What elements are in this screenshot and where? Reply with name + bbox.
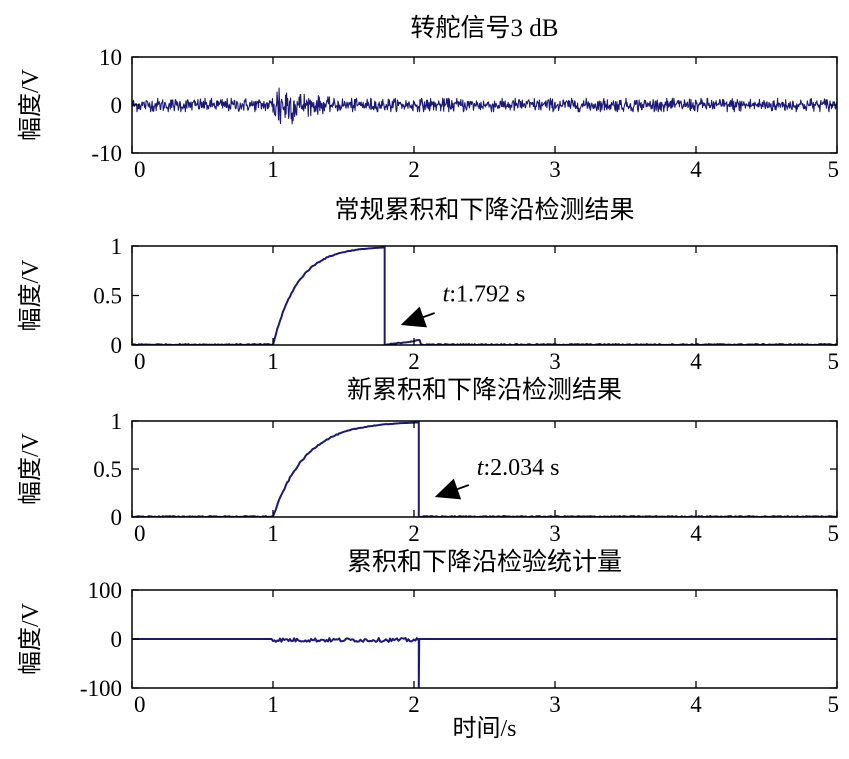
x-tick-label: 0 [134, 157, 146, 182]
x-tick-label: 3 [549, 521, 561, 546]
x-axis-label: 时间/s [452, 715, 516, 742]
x-tick-label: 1 [267, 692, 279, 717]
y-tick-label: 0 [111, 333, 123, 358]
x-tick-label: 2 [408, 349, 420, 374]
y-tick-label: 0 [111, 93, 123, 118]
annotation-label: t:2.034 s [477, 455, 560, 481]
x-tick-label: 1 [267, 157, 279, 182]
annotation-arrow-head [400, 306, 427, 328]
y-tick-label: 1 [111, 409, 123, 434]
panel-1: 0 1 2 3 4 5 10 0 -10 转舵信号3 dB 幅度/V [17, 14, 839, 182]
y-axis-label: 幅度/V [17, 259, 44, 332]
x-tick-label: 1 [267, 521, 279, 546]
panel-title: 累积和下降沿检验统计量 [347, 548, 622, 576]
x-tick-label: 4 [690, 521, 702, 546]
x-tick-label: 0 [134, 692, 146, 717]
x-tick-label: 1 [267, 349, 279, 374]
y-tick-label: 100 [88, 578, 123, 603]
y-tick-label: -10 [91, 141, 122, 166]
y-axis-label: 幅度/V [17, 68, 44, 141]
annotation-label: t:1.792 s [443, 282, 526, 308]
y-axis-label: 幅度/V [17, 602, 44, 675]
x-tick-label: 2 [408, 692, 420, 717]
y-tick-label: 0.5 [93, 457, 122, 482]
x-tick-label: 0 [134, 349, 146, 374]
y-tick-label: 0 [111, 505, 123, 530]
y-tick-label: 0.5 [93, 284, 122, 309]
y-axis-label: 幅度/V [17, 432, 44, 505]
x-tick-label: 0 [134, 521, 146, 546]
annotation-arrow-head [434, 478, 462, 500]
x-tick-label: 3 [549, 692, 561, 717]
x-tick-label: 5 [828, 692, 840, 717]
y-tick-label: 1 [111, 234, 123, 259]
x-tick-label: 4 [690, 349, 702, 374]
y-tick-label: 10 [99, 45, 122, 70]
x-tick-label: 3 [549, 349, 561, 374]
x-tick-label: 5 [828, 521, 840, 546]
x-tick-label: 5 [828, 349, 840, 374]
panel-title: 常规累积和下降沿检测结果 [334, 196, 634, 224]
x-tick-label: 3 [549, 157, 561, 182]
y-tick-label: 0 [111, 627, 123, 652]
panel-title: 转舵信号3 dB [411, 14, 559, 42]
x-tick-label: 2 [408, 157, 420, 182]
x-tick-label: 2 [408, 521, 420, 546]
x-tick-label: 5 [828, 157, 840, 182]
y-tick-label: -100 [80, 676, 122, 701]
series-line-4-1 [132, 637, 837, 688]
x-tick-label: 4 [690, 692, 702, 717]
x-tick-label: 4 [690, 157, 702, 182]
series-line-1-1 [132, 87, 837, 125]
panel-title: 新累积和下降沿检测结果 [347, 376, 622, 404]
